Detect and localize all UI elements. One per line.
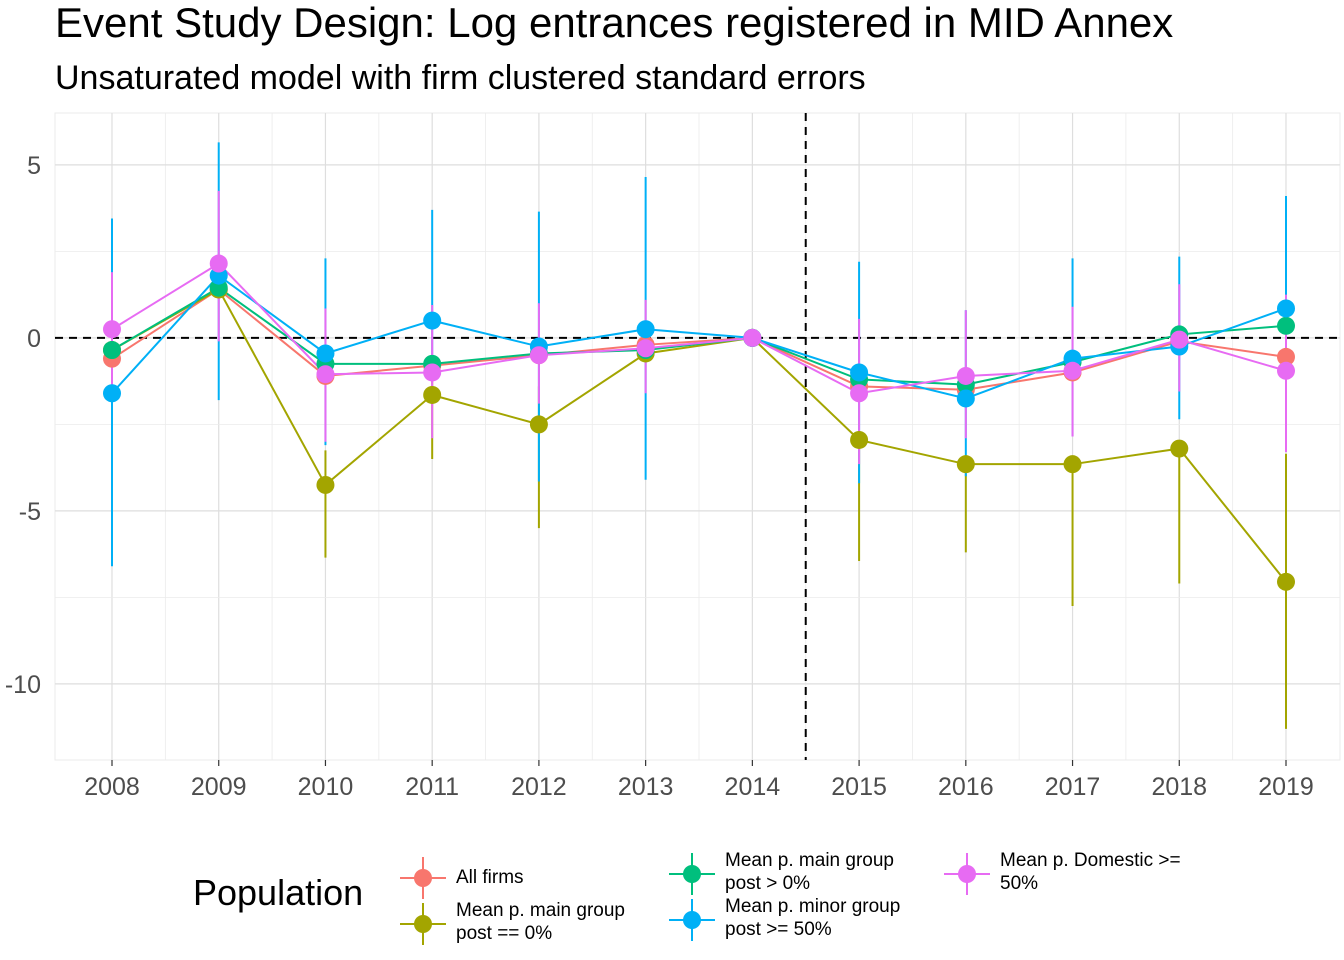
x-tick-label: 2011 <box>405 773 459 801</box>
data-point <box>529 415 548 434</box>
x-tick-label: 2017 <box>1045 773 1101 801</box>
data-point <box>1277 347 1295 366</box>
data-point <box>1170 330 1189 349</box>
legend-key-icon <box>400 903 446 945</box>
x-tick-label: 2013 <box>618 773 674 801</box>
data-point <box>1277 299 1295 318</box>
legend-key-icon <box>944 853 990 895</box>
legend-label: Mean p. main group post > 0% <box>725 850 894 894</box>
legend-key-point <box>683 865 701 883</box>
x-tick-label: 2008 <box>84 773 140 801</box>
y-tick-label: -5 <box>19 498 41 526</box>
data-point <box>1277 572 1295 591</box>
data-point <box>209 254 228 273</box>
data-point <box>1063 361 1082 380</box>
chart-subtitle: Unsaturated model with firm clustered st… <box>55 59 866 97</box>
reference-lines <box>55 113 1340 760</box>
data-point <box>316 475 335 494</box>
panel-border <box>54 112 1341 761</box>
series-line <box>111 262 1287 395</box>
y-tick-label: 5 <box>27 152 41 180</box>
legend-title: Population <box>193 872 364 913</box>
data-point <box>103 320 121 339</box>
legend-key-icon <box>669 899 715 941</box>
legend-label: All firms <box>456 867 524 888</box>
data-point <box>1277 361 1295 380</box>
data-point <box>1063 455 1082 474</box>
legend-key-point <box>414 915 432 933</box>
x-tick-label: 2009 <box>191 773 247 801</box>
legend-key-icon <box>669 853 715 895</box>
x-tick-label: 2010 <box>298 773 354 801</box>
data-point <box>316 344 335 363</box>
data-point <box>956 389 975 408</box>
data-point <box>316 365 335 384</box>
data-point <box>529 346 548 365</box>
data-point <box>103 384 121 403</box>
x-tick-label: 2014 <box>725 773 781 801</box>
series-points <box>103 254 1295 591</box>
grid-lines <box>54 112 1341 766</box>
x-tick-label: 2015 <box>831 773 887 801</box>
legend-label: Mean p. minor group post >= 50% <box>725 896 901 940</box>
data-point <box>956 455 975 474</box>
x-tick-label: 2018 <box>1151 773 1207 801</box>
data-point <box>423 363 442 382</box>
x-tick-label: 2012 <box>511 773 567 801</box>
y-tick-label: 0 <box>27 325 41 353</box>
data-point <box>850 363 869 382</box>
data-point <box>423 311 442 330</box>
data-point <box>103 341 121 360</box>
data-point <box>850 384 869 403</box>
x-tick-label: 2019 <box>1258 773 1314 801</box>
data-point <box>636 339 655 358</box>
data-point <box>1170 439 1189 458</box>
legend-key-point <box>414 869 432 887</box>
data-point <box>743 328 762 347</box>
series-lines <box>111 262 1287 583</box>
x-tick-label: 2016 <box>938 773 994 801</box>
y-tick-label: -10 <box>5 671 41 699</box>
chart-title: Event Study Design: Log entrances regist… <box>55 0 1174 46</box>
legend-label: Mean p. Domestic >= 50% <box>1000 850 1181 894</box>
data-point <box>1277 316 1295 335</box>
series-line <box>111 288 1287 391</box>
legend-label: Mean p. main group post == 0% <box>456 900 625 944</box>
legend-key-point <box>958 865 976 883</box>
data-point <box>850 430 869 449</box>
legend: Population All firms Mean p. main group … <box>190 845 1290 955</box>
legend-key-point <box>683 911 701 929</box>
series-line <box>111 288 1287 583</box>
data-point <box>423 385 442 404</box>
data-point <box>956 366 975 385</box>
data-point <box>636 320 655 339</box>
series-line <box>111 274 1287 400</box>
legend-key-icon <box>400 857 446 899</box>
axis-tick-labels: 2008 2009 2010 2011 2012 2013 2014 2015 2016 2017… <box>5 152 1314 801</box>
